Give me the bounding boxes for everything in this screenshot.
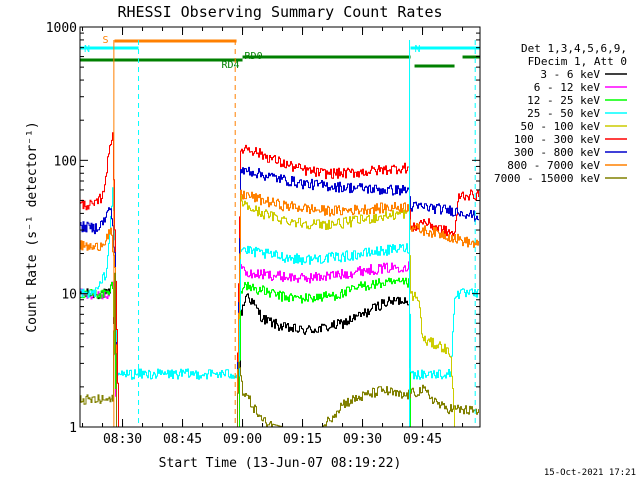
legend-label-3: 25 - 50 keV bbox=[527, 107, 600, 120]
footer-date: 15-Oct-2021 17:21 bbox=[544, 468, 636, 478]
y-tick-label-3: 1000 bbox=[46, 21, 77, 36]
series-line-3 bbox=[80, 187, 479, 380]
flag-label-4: RD0 bbox=[245, 51, 263, 62]
legend-label-0: 3 - 6 keV bbox=[540, 68, 600, 81]
plot-frame bbox=[79, 26, 481, 428]
x-tick-label-0: 08:30 bbox=[103, 432, 142, 447]
y-tick-label-1: 10 bbox=[61, 288, 77, 303]
legend-header-0: Det 1,3,4,5,6,9, bbox=[521, 42, 627, 55]
axes-layer: 1 10 100 1000 08:30 08:45 09:00 09:15 09:30 09:45 bbox=[46, 21, 480, 447]
legend-label-6: 300 - 800 keV bbox=[514, 146, 600, 159]
legend-header-1: FDecim 1, Att 0 bbox=[528, 55, 627, 68]
flag-label-2: N bbox=[415, 44, 421, 55]
x-tick-label-3: 09:15 bbox=[283, 432, 322, 447]
series-line-0 bbox=[80, 281, 479, 428]
legend-label-5: 100 - 300 keV bbox=[514, 133, 600, 146]
x-tick-label-1: 08:45 bbox=[163, 432, 202, 447]
flag-label-1: N bbox=[84, 44, 90, 55]
series-layer bbox=[80, 132, 479, 428]
x-axis-label: Start Time (13-Jun-07 08:19:22) bbox=[159, 456, 402, 471]
chart-title: RHESSI Observing Summary Count Rates bbox=[117, 3, 442, 21]
series-line-7 bbox=[80, 189, 479, 428]
y-tick-label-0: 1 bbox=[69, 421, 77, 436]
legend-label-7: 800 - 7000 keV bbox=[507, 159, 600, 172]
vlines-layer bbox=[113, 40, 476, 427]
y-axis-label: Count Rate (s⁻¹ detector⁻¹) bbox=[25, 121, 40, 332]
series-line-1 bbox=[80, 261, 479, 428]
x-tick-label-2: 09:00 bbox=[223, 432, 262, 447]
flag-label-3: RD4 bbox=[221, 60, 239, 71]
legend: Det 1,3,4,5,6,9,FDecim 1, Att 03 - 6 keV… bbox=[494, 42, 627, 185]
series-line-4 bbox=[80, 195, 479, 428]
legend-label-2: 12 - 25 keV bbox=[527, 94, 600, 107]
x-tick-label-4: 09:30 bbox=[343, 432, 382, 447]
y-tick-label-2: 100 bbox=[54, 154, 77, 169]
legend-label-8: 7000 - 15000 keV bbox=[494, 172, 600, 185]
legend-label-4: 50 - 100 keV bbox=[521, 120, 601, 133]
flag-label-0: S bbox=[103, 35, 109, 46]
legend-label-1: 6 - 12 keV bbox=[534, 81, 601, 94]
flags-layer: S N N RD4 RD0 bbox=[80, 35, 480, 71]
x-tick-label-5: 09:45 bbox=[403, 432, 442, 447]
